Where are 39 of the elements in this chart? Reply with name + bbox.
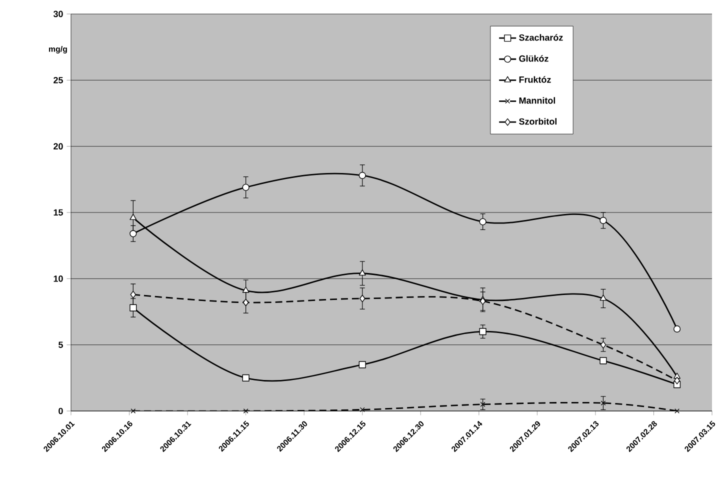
legend-label: Szacharóz xyxy=(519,34,563,41)
legend-label: Szorbitol xyxy=(519,118,557,125)
y-tick-label: 10 xyxy=(54,275,63,282)
point xyxy=(130,214,137,220)
point xyxy=(674,376,680,384)
y-tick-label: 20 xyxy=(54,143,63,150)
legend-label: Fruktóz xyxy=(519,76,551,83)
point xyxy=(358,269,366,276)
point xyxy=(600,357,607,364)
point xyxy=(600,400,606,406)
point xyxy=(480,402,486,407)
point xyxy=(358,361,366,368)
point xyxy=(242,374,250,382)
legend-label: Mannitol xyxy=(519,97,556,104)
legend-label: Glükóz xyxy=(519,55,548,62)
point xyxy=(130,290,136,298)
point xyxy=(479,218,486,226)
point xyxy=(242,286,250,293)
point xyxy=(359,294,366,302)
y-tick-label: 15 xyxy=(54,209,63,216)
point xyxy=(674,325,681,332)
point xyxy=(360,407,365,412)
y-tick-label: 5 xyxy=(58,342,63,348)
point xyxy=(674,408,680,414)
point xyxy=(130,408,136,414)
point xyxy=(130,304,137,312)
y-tick-label: 25 xyxy=(54,76,63,84)
point xyxy=(242,298,249,306)
y-tick-label: 0 xyxy=(58,408,63,414)
point xyxy=(600,294,607,301)
point xyxy=(600,341,606,349)
point xyxy=(243,408,248,414)
point xyxy=(479,328,486,336)
point xyxy=(480,297,486,305)
point xyxy=(242,184,250,191)
point xyxy=(600,216,607,224)
point xyxy=(130,230,137,238)
y-tick-label: 30 xyxy=(53,10,63,18)
point xyxy=(358,172,366,179)
